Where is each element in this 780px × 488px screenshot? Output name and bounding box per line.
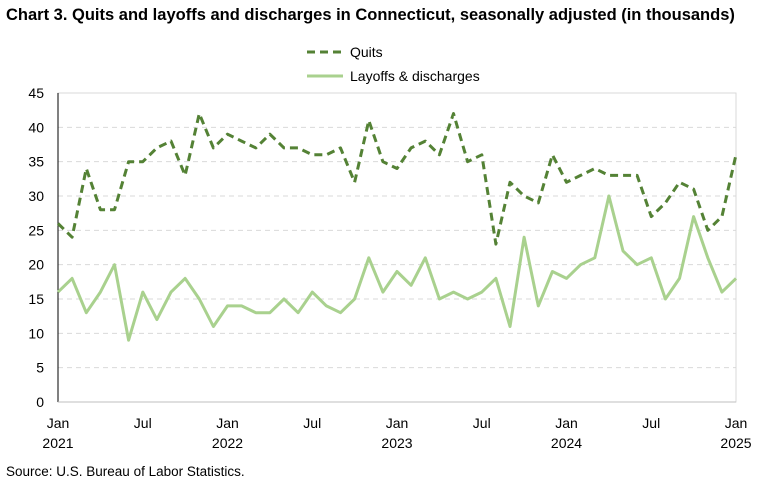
y-tick-label: 0 [36, 394, 44, 410]
x-tick-label: Jul [134, 415, 152, 431]
x-tick-label: Jan [725, 415, 748, 431]
x-tick-label: Jul [642, 415, 660, 431]
y-tick-label: 35 [28, 154, 44, 170]
plot-area [57, 92, 737, 403]
x-tick-label: Jan [386, 415, 409, 431]
x-tick-year: 2021 [42, 435, 73, 451]
series-line-quits [56, 112, 738, 246]
series-line-layoffs-discharges [56, 194, 738, 342]
y-tick-label: 5 [36, 360, 44, 376]
y-tick-label: 20 [28, 257, 44, 273]
y-tick-label: 40 [28, 119, 44, 135]
x-tick-year: 2022 [212, 435, 243, 451]
x-tick-label: Jul [473, 415, 491, 431]
x-tick-year: 2024 [551, 435, 582, 451]
source-note: Source: U.S. Bureau of Labor Statistics. [6, 464, 245, 479]
y-tick-label: 10 [28, 325, 44, 341]
x-tick-year: 2025 [720, 435, 751, 451]
legend-label: Layoffs & discharges [350, 68, 480, 84]
x-tick-label: Jan [47, 415, 70, 431]
x-tick-year: 2023 [381, 435, 412, 451]
chart-title: Chart 3. Quits and layoffs and discharge… [6, 6, 735, 24]
y-tick-label: 30 [28, 188, 44, 204]
y-tick-label: 25 [28, 222, 44, 238]
legend-label: Quits [350, 44, 383, 60]
y-tick-label: 15 [28, 291, 44, 307]
x-tick-label: Jan [216, 415, 239, 431]
x-tick-label: Jul [303, 415, 321, 431]
y-tick-label: 45 [28, 85, 44, 101]
x-tick-label: Jan [555, 415, 578, 431]
